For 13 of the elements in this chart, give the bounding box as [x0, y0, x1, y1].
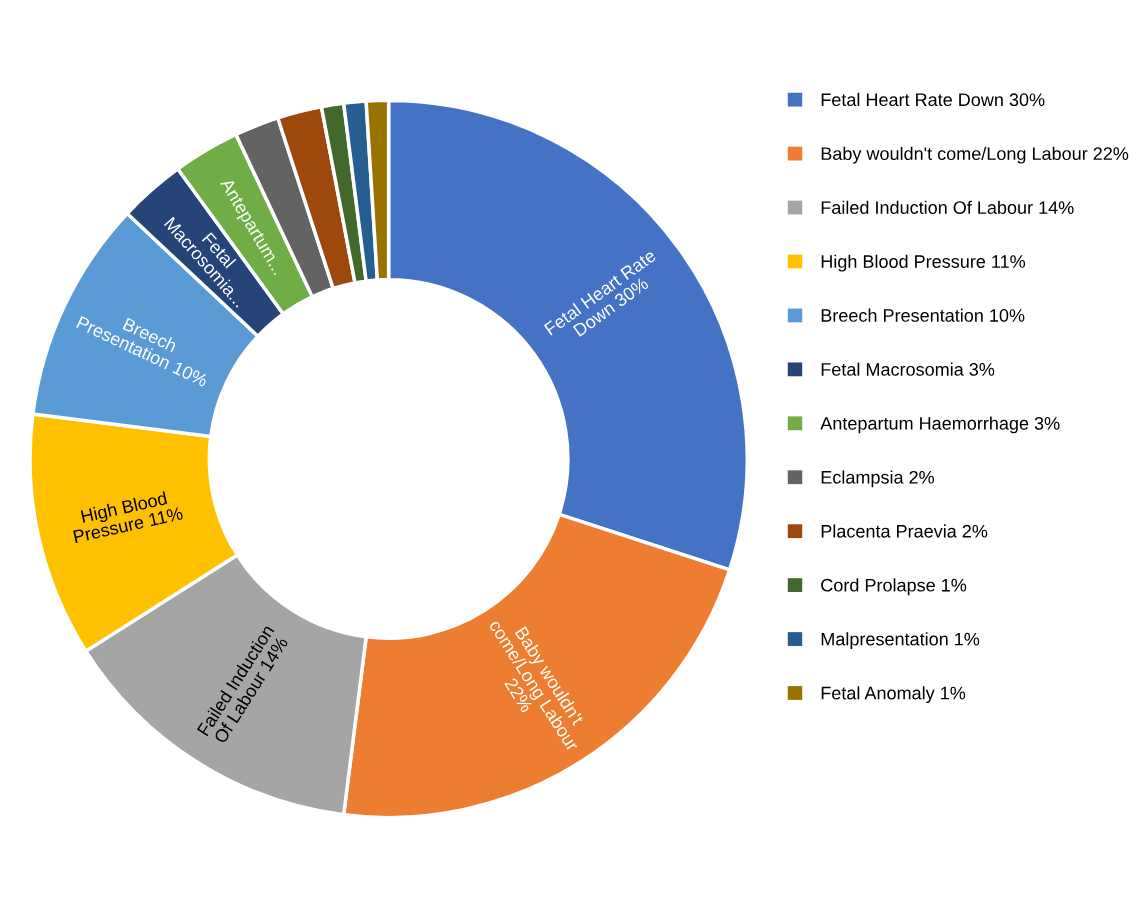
legend-label: Cord Prolapse 1%	[821, 578, 967, 596]
legend-label: Baby wouldn't come/Long Labour 22%	[821, 146, 1129, 164]
legend-label: Malpresentation 1%	[821, 632, 980, 650]
legend-label: Failed Induction Of Labour 14%	[821, 200, 1074, 214]
legend-label: High Blood Pressure 11%	[821, 254, 1026, 272]
legend-label: Fetal Heart Rate Down 30%	[821, 92, 1045, 107]
legend-label: Breech Presentation 10%	[821, 308, 1025, 322]
legend-label: Fetal Macrosomia 3%	[821, 362, 995, 376]
data-label: High Blood Pressure 11%	[73, 491, 184, 544]
legend-label: Placenta Praevia 2%	[821, 524, 988, 538]
legend-label: Eclampsia 2%	[821, 470, 935, 488]
legend-label: Antepartum Haemorrhage 3%	[820, 416, 1060, 434]
legend-label: Fetal Anomaly 1%	[821, 686, 966, 704]
